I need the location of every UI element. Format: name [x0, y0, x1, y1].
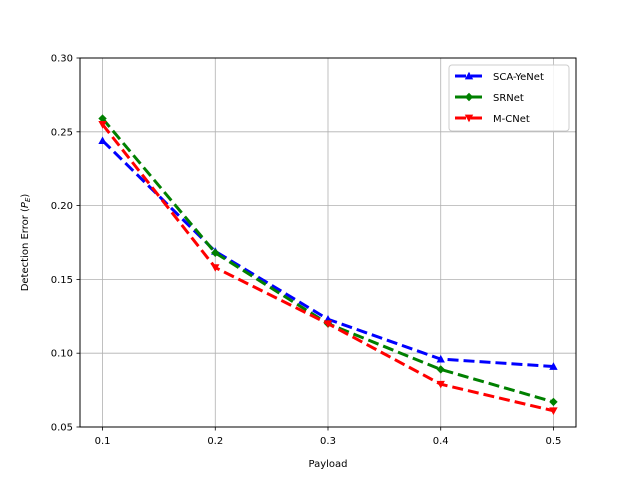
x-tick-label: 0.4	[433, 436, 449, 447]
data-point	[98, 114, 107, 123]
data-point	[436, 365, 445, 374]
legend-entry: SCA-YeNet	[455, 71, 544, 83]
y-axis-label-suffix: )	[20, 194, 31, 198]
data-point	[323, 320, 333, 328]
data-point	[549, 362, 558, 370]
y-tick-label: 0.15	[51, 275, 73, 286]
data-point	[436, 380, 445, 389]
y-tick-label: 0.25	[51, 127, 73, 138]
data-point	[211, 264, 220, 272]
legend-entry: M-CNet	[455, 114, 530, 125]
data-point	[549, 407, 558, 415]
legend: SCA-YeNet SRNet M-CNet	[448, 64, 570, 132]
data-point	[98, 136, 107, 145]
y-axis-label-prefix: Detection Error (	[20, 208, 31, 291]
legend-label: M-CNet	[493, 114, 530, 125]
legend-marker	[464, 92, 474, 102]
x-axis-label: Payload	[309, 459, 348, 470]
x-tick-label: 0.3	[320, 436, 336, 447]
series-m-cnet	[98, 121, 558, 415]
legend-entry: SRNet	[455, 92, 524, 104]
legend-frame	[448, 64, 570, 132]
data-point	[549, 397, 558, 407]
y-tick-label: 0.30	[51, 54, 73, 65]
y-axis-label-symbol: P	[20, 201, 31, 208]
series-group	[98, 114, 558, 415]
axis-ticks: 0.1 0.2 0.3 0.4 0.5 0.05 0.10 0.15 0.20 0.25 0.30	[51, 54, 562, 448]
y-tick-label: 0.20	[51, 201, 73, 212]
x-tick-label: 0.2	[207, 436, 223, 447]
legend-label: SCA-YeNet	[493, 72, 544, 83]
y-tick-label: 0.10	[51, 349, 73, 360]
x-tick-label: 0.5	[546, 436, 562, 447]
legend-marker	[464, 71, 474, 80]
y-tick-label: 0.05	[51, 423, 73, 434]
legend-label: SRNet	[493, 93, 524, 104]
y-axis-label-subscript: E	[24, 197, 32, 202]
data-point	[98, 121, 107, 129]
y-axis-label: Detection Error (PE)	[20, 194, 32, 292]
data-point	[211, 248, 220, 258]
data-point	[436, 354, 445, 363]
legend-marker	[464, 114, 474, 123]
x-tick-label: 0.1	[95, 436, 111, 447]
